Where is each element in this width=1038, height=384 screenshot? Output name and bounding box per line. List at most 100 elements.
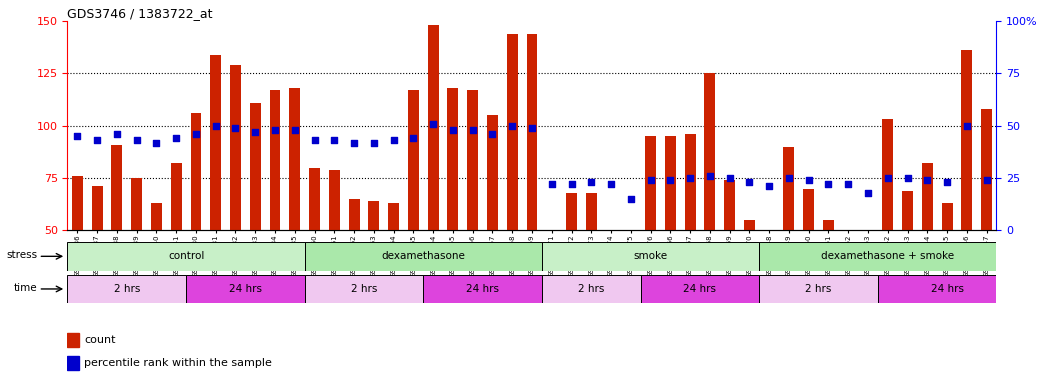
Bar xyxy=(309,167,320,230)
Bar xyxy=(542,242,759,271)
Point xyxy=(603,181,620,187)
Point xyxy=(859,190,876,196)
Point xyxy=(544,181,561,187)
Bar xyxy=(230,65,241,230)
Bar xyxy=(803,189,814,230)
Text: 24 hrs: 24 hrs xyxy=(930,284,963,294)
Point xyxy=(365,139,382,146)
Bar xyxy=(665,136,676,230)
Bar xyxy=(685,134,695,230)
Point xyxy=(484,131,500,137)
Bar xyxy=(843,230,853,268)
Bar xyxy=(67,356,79,370)
Point xyxy=(938,179,955,185)
Bar xyxy=(605,230,617,251)
Bar xyxy=(902,190,913,230)
Point xyxy=(109,131,126,137)
Bar xyxy=(447,88,459,230)
Point xyxy=(464,127,481,133)
Point xyxy=(326,137,343,144)
Point xyxy=(247,129,264,135)
Point xyxy=(820,181,837,187)
Point xyxy=(405,135,421,141)
Bar xyxy=(759,242,1016,271)
Point xyxy=(129,137,145,144)
Point xyxy=(306,137,323,144)
Point xyxy=(564,181,580,187)
Point xyxy=(702,173,718,179)
Bar xyxy=(290,88,300,230)
Bar xyxy=(961,50,973,230)
Text: time: time xyxy=(13,283,37,293)
Bar xyxy=(878,275,1016,303)
Bar xyxy=(67,242,305,271)
Bar xyxy=(72,176,83,230)
Point xyxy=(168,135,185,141)
Bar xyxy=(542,275,640,303)
Point xyxy=(879,175,896,181)
Point xyxy=(524,125,541,131)
Point xyxy=(503,123,520,129)
Bar xyxy=(329,170,339,230)
Bar xyxy=(67,275,186,303)
Bar xyxy=(863,230,873,293)
Bar xyxy=(170,164,182,230)
Bar xyxy=(744,220,755,230)
Bar xyxy=(424,275,542,303)
Text: dexamethasone: dexamethasone xyxy=(381,251,465,262)
Bar xyxy=(922,164,933,230)
Point xyxy=(188,131,204,137)
Bar xyxy=(467,90,479,230)
Bar xyxy=(526,34,538,230)
Point xyxy=(89,137,106,144)
Bar xyxy=(305,275,424,303)
Point xyxy=(346,139,362,146)
Point xyxy=(444,127,461,133)
Bar xyxy=(725,180,735,230)
Bar xyxy=(191,113,201,230)
Bar xyxy=(546,230,557,318)
Point xyxy=(781,175,797,181)
Bar xyxy=(305,242,542,271)
Bar xyxy=(764,230,774,316)
Text: 2 hrs: 2 hrs xyxy=(578,284,604,294)
Bar xyxy=(981,109,992,230)
Bar xyxy=(408,90,418,230)
Bar xyxy=(882,119,894,230)
Text: 24 hrs: 24 hrs xyxy=(228,284,262,294)
Text: smoke: smoke xyxy=(633,251,667,262)
Point xyxy=(643,177,659,183)
Point xyxy=(70,133,86,139)
Text: 2 hrs: 2 hrs xyxy=(351,284,377,294)
Bar xyxy=(784,147,794,230)
Bar xyxy=(566,193,577,230)
Point xyxy=(761,184,777,190)
Bar xyxy=(625,230,636,316)
Text: count: count xyxy=(84,335,115,345)
Bar xyxy=(507,34,518,230)
Bar xyxy=(368,201,379,230)
Text: GDS3746 / 1383722_at: GDS3746 / 1383722_at xyxy=(67,7,213,20)
Bar xyxy=(428,25,439,230)
Point xyxy=(978,177,994,183)
Bar xyxy=(349,199,359,230)
Point xyxy=(662,177,679,183)
Point xyxy=(385,137,402,144)
Text: 24 hrs: 24 hrs xyxy=(683,284,716,294)
Point xyxy=(227,125,244,131)
Point xyxy=(583,179,600,185)
Bar xyxy=(705,73,715,230)
Bar xyxy=(388,203,399,230)
Point xyxy=(721,175,738,181)
Text: 24 hrs: 24 hrs xyxy=(466,284,499,294)
Bar xyxy=(186,275,305,303)
Point xyxy=(208,123,224,129)
Point xyxy=(840,181,856,187)
Bar xyxy=(151,203,162,230)
Point xyxy=(682,175,699,181)
Point xyxy=(800,177,817,183)
Point xyxy=(267,127,283,133)
Bar xyxy=(67,333,79,348)
Bar xyxy=(640,275,759,303)
Text: stress: stress xyxy=(6,250,37,260)
